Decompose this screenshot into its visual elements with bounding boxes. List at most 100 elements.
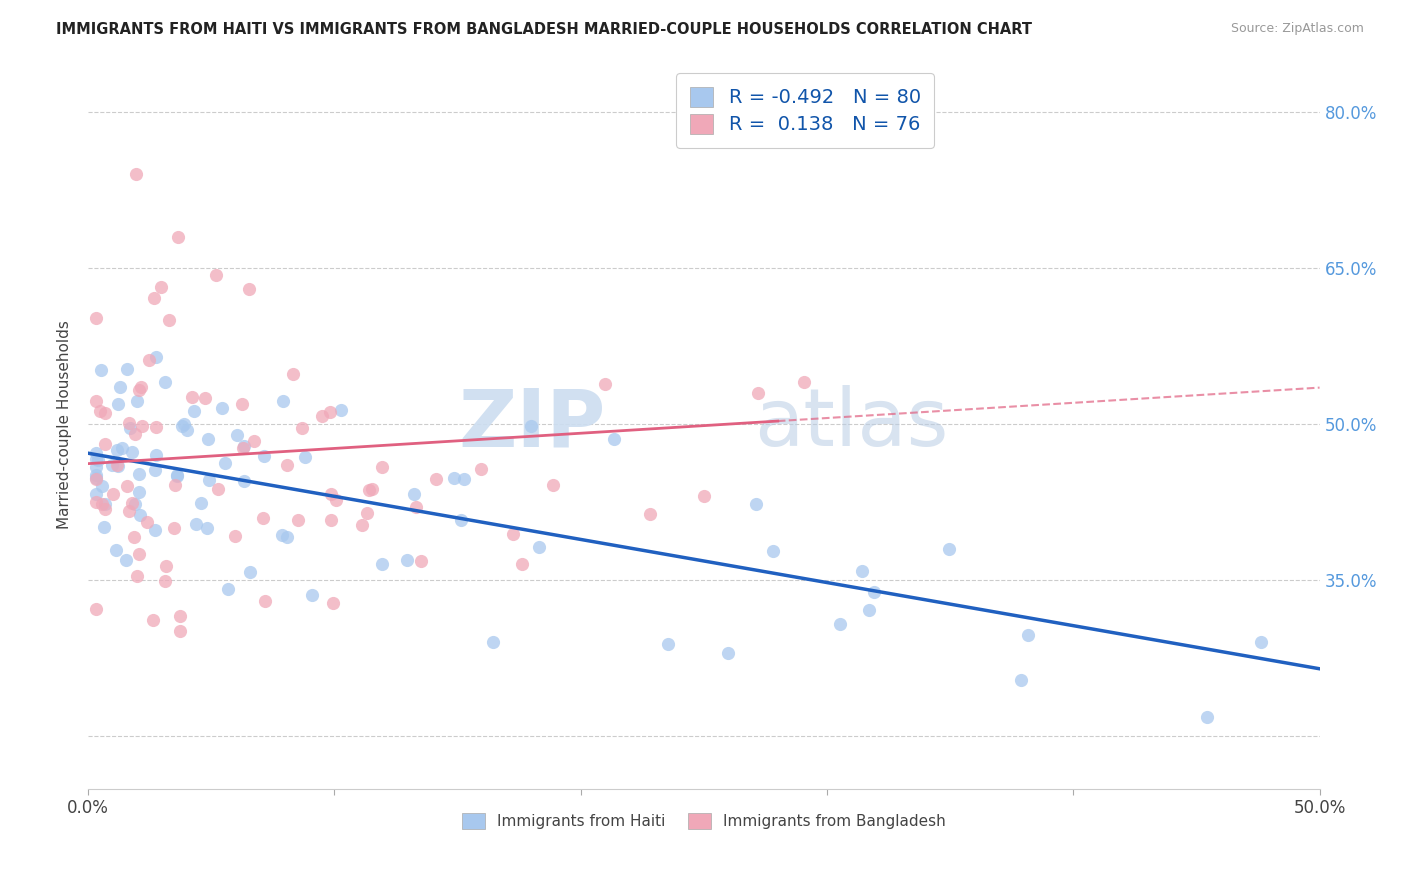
Point — [84, 471, 107, 485]
Point — [281, 367, 304, 381]
Point — [94, 436, 117, 450]
Point — [1250, 635, 1272, 649]
Point — [84, 487, 107, 501]
Point — [233, 439, 256, 453]
Point — [145, 448, 167, 462]
Point — [84, 602, 107, 616]
Point — [541, 478, 564, 492]
Point — [128, 467, 150, 482]
Point — [107, 459, 129, 474]
Point — [183, 404, 205, 418]
Point — [602, 433, 624, 447]
Point — [107, 397, 129, 411]
Point — [205, 268, 228, 283]
Point — [693, 489, 716, 503]
Point — [252, 511, 274, 525]
Point — [143, 523, 166, 537]
Point — [84, 310, 107, 325]
Point — [93, 520, 115, 534]
Point — [291, 421, 314, 435]
Point — [94, 497, 117, 511]
Point — [520, 419, 543, 434]
Point — [122, 530, 145, 544]
Point — [253, 593, 276, 607]
Point — [169, 624, 191, 638]
Point — [207, 483, 229, 497]
Point — [352, 518, 374, 533]
Point — [357, 483, 380, 497]
Point — [197, 432, 219, 446]
Point — [396, 552, 419, 566]
Point — [166, 467, 188, 482]
Point — [762, 544, 785, 558]
Point — [128, 547, 150, 561]
Point — [124, 427, 146, 442]
Point — [657, 637, 679, 651]
Point — [84, 452, 107, 467]
Point — [863, 585, 886, 599]
Point — [858, 603, 880, 617]
Point — [322, 596, 344, 610]
Point — [361, 483, 384, 497]
Point — [153, 376, 176, 390]
Point — [131, 380, 153, 394]
Text: ZIP: ZIP — [458, 385, 606, 463]
Point — [84, 393, 107, 408]
Point — [145, 350, 167, 364]
Point — [198, 473, 221, 487]
Point — [136, 515, 159, 529]
Point — [150, 280, 173, 294]
Point — [276, 458, 298, 472]
Point — [84, 472, 107, 486]
Point — [1017, 627, 1039, 641]
Point — [231, 397, 253, 411]
Point — [170, 419, 193, 434]
Point — [224, 529, 246, 543]
Point — [402, 487, 425, 501]
Point — [131, 418, 153, 433]
Point — [482, 634, 505, 648]
Point — [371, 558, 394, 572]
Point — [425, 472, 447, 486]
Point — [217, 582, 239, 596]
Point — [443, 471, 465, 485]
Point — [118, 504, 141, 518]
Point — [527, 541, 550, 555]
Point — [120, 421, 142, 435]
Point — [470, 461, 492, 475]
Point — [321, 486, 343, 500]
Y-axis label: Married-couple Households: Married-couple Households — [58, 319, 72, 528]
Point — [90, 363, 112, 377]
Point — [276, 530, 298, 544]
Point — [747, 386, 769, 401]
Point — [111, 442, 134, 456]
Point — [186, 516, 208, 531]
Point — [716, 646, 738, 660]
Point — [195, 521, 218, 535]
Point — [169, 609, 191, 624]
Point — [793, 376, 815, 390]
Point — [176, 423, 198, 437]
Point — [118, 416, 141, 430]
Point — [145, 420, 167, 434]
Point — [115, 479, 138, 493]
Point — [104, 543, 127, 558]
Point — [851, 564, 873, 578]
Point — [127, 569, 149, 583]
Point — [828, 617, 851, 632]
Point — [94, 501, 117, 516]
Point — [1010, 673, 1032, 687]
Point — [287, 513, 309, 527]
Point — [143, 463, 166, 477]
Point — [595, 376, 617, 391]
Point — [173, 417, 195, 432]
Point — [128, 383, 150, 397]
Point — [226, 427, 249, 442]
Point — [239, 565, 262, 579]
Point — [638, 507, 661, 521]
Point — [232, 442, 254, 456]
Point — [233, 475, 256, 489]
Point — [155, 559, 177, 574]
Point — [510, 558, 533, 572]
Point — [142, 291, 165, 305]
